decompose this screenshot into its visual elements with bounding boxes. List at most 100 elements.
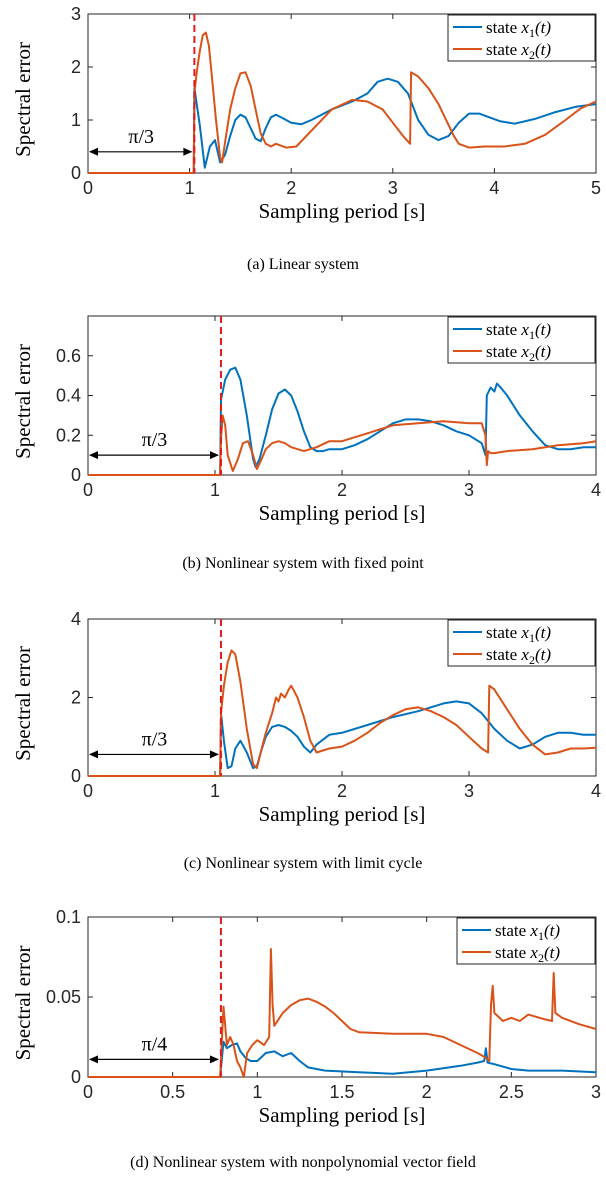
x-tick-label: 1 [210, 781, 220, 801]
legend-label-1: state x1(t) [486, 18, 551, 40]
legend-label-2: state x2(t) [486, 342, 551, 364]
x-tick-label: 0 [83, 178, 93, 198]
x-tick-label: 0 [83, 480, 93, 500]
legend-text-part: 2 [529, 653, 535, 667]
caption-c: (c) Nonlinear system with limit cycle [183, 855, 423, 872]
y-tick-label: 3 [71, 4, 81, 24]
chart-panel-3: 0 0.5 1 1.5 2 2.5 3 0 0.05 0.1 Sampling period [s]… [11, 907, 601, 1127]
y-axis-label: Spectral error [11, 946, 35, 1061]
chart-panel-1: 0 1 2 3 4 0 0.2 0.4 0.6 Sampling period [s] Spectr… [11, 315, 601, 525]
annotation-label: π/3 [128, 126, 154, 148]
y-tick-label: 0 [71, 766, 81, 786]
y-tick-label: 0.4 [56, 386, 81, 406]
x-axis-label: Sampling period [s] [259, 1103, 426, 1127]
legend-text-part: (t) [535, 623, 551, 642]
legend-text-part: 1 [529, 328, 535, 342]
legend-text-part: 2 [538, 951, 544, 965]
x-tick-label: 4 [591, 480, 601, 500]
series-line-1 [88, 1040, 597, 1078]
chart-panel-2: 0 1 2 3 4 0 2 4 Sampling period [s] Spectral erro… [11, 609, 601, 826]
annotation-arrowhead-left [89, 1055, 98, 1064]
series-line-2 [88, 31, 597, 174]
annotation-arrowhead-right [209, 1055, 219, 1064]
legend-text-part: (t) [544, 921, 560, 940]
legend-text-part: x [520, 40, 529, 59]
y-tick-label: 0 [71, 465, 81, 485]
y-axis-label: Spectral error [11, 646, 35, 761]
y-tick-label: 0.6 [56, 346, 81, 366]
y-axis-label: Spectral error [11, 344, 35, 459]
x-tick-label: 2 [422, 1082, 432, 1102]
annotation-label: π/3 [142, 429, 168, 451]
legend-text-part: x [520, 645, 529, 664]
x-tick-label: 3 [388, 178, 398, 198]
x-tick-label: 3 [464, 781, 474, 801]
legend-text-part: 1 [529, 631, 535, 645]
y-tick-label: 0.2 [56, 425, 81, 445]
legend-text-part: state [486, 623, 521, 642]
legend-text-part: 1 [529, 26, 535, 40]
annotation-arrowhead-left [89, 451, 98, 460]
legend-text-part: state [486, 40, 521, 59]
legend-text-part: 2 [529, 48, 535, 62]
legend-text-part: state [486, 342, 521, 361]
legend-text-part: (t) [535, 18, 551, 37]
y-tick-label: 0 [71, 1067, 81, 1087]
x-tick-label: 2 [337, 480, 347, 500]
legend-text-part: x [529, 943, 538, 962]
x-tick-label: 2 [286, 178, 296, 198]
y-tick-label: 0.1 [56, 907, 81, 927]
annotation-arrowhead-right [183, 147, 193, 156]
caption-b: (b) Nonlinear system with fixed point [182, 555, 424, 572]
x-tick-label: 0 [83, 781, 93, 801]
legend-text-part: x [520, 623, 529, 642]
legend-text-part: state [495, 921, 530, 940]
y-axis-label: Spectral error [11, 42, 35, 157]
series-line-2 [88, 649, 597, 777]
x-tick-label: 0.5 [160, 1082, 185, 1102]
legend-label-1: state x1(t) [495, 921, 560, 943]
legend-label-1: state x1(t) [486, 623, 551, 645]
x-axis-label: Sampling period [s] [259, 501, 426, 525]
legend-text-part: x [520, 342, 529, 361]
x-tick-label: 2 [337, 781, 347, 801]
y-tick-label: 1 [71, 110, 81, 130]
legend-text-part: (t) [535, 342, 551, 361]
series-line-2 [88, 414, 597, 476]
legend-text-part: x [520, 320, 529, 339]
annotation-arrowhead-right [209, 750, 219, 759]
legend-text-part: state [486, 320, 521, 339]
series-line-2 [88, 948, 597, 1078]
annotation-label: π/3 [142, 728, 168, 750]
legend-label-2: state x2(t) [486, 40, 551, 62]
y-tick-label: 0.05 [46, 987, 81, 1007]
legend-label-1: state x1(t) [486, 320, 551, 342]
legend-label-2: state x2(t) [486, 645, 551, 667]
legend-label-2: state x2(t) [495, 943, 560, 965]
legend-text-part: (t) [535, 40, 551, 59]
x-tick-label: 1 [185, 178, 195, 198]
x-tick-label: 3 [464, 480, 474, 500]
series-line-1 [88, 700, 596, 777]
annotation-arrowhead-left [89, 750, 98, 759]
x-tick-label: 4 [591, 781, 601, 801]
x-tick-label: 3 [591, 1082, 601, 1102]
legend [456, 917, 596, 965]
annotation-label: π/4 [142, 1033, 168, 1055]
x-tick-label: 1.5 [329, 1082, 354, 1102]
x-tick-label: 1 [210, 480, 220, 500]
y-tick-label: 4 [71, 609, 81, 629]
x-tick-label: 2.5 [499, 1082, 524, 1102]
annotation-arrowhead-right [209, 451, 219, 460]
caption-a: (a) Linear system [247, 256, 359, 273]
y-tick-label: 2 [71, 57, 81, 77]
annotation-arrowhead-left [89, 147, 98, 156]
legend-text-part: 2 [529, 350, 535, 364]
x-axis-label: Sampling period [s] [259, 199, 426, 223]
legend-text-part: (t) [544, 943, 560, 962]
legend-text-part: state [486, 645, 521, 664]
x-tick-label: 4 [489, 178, 499, 198]
x-tick-label: 0 [83, 1082, 93, 1102]
